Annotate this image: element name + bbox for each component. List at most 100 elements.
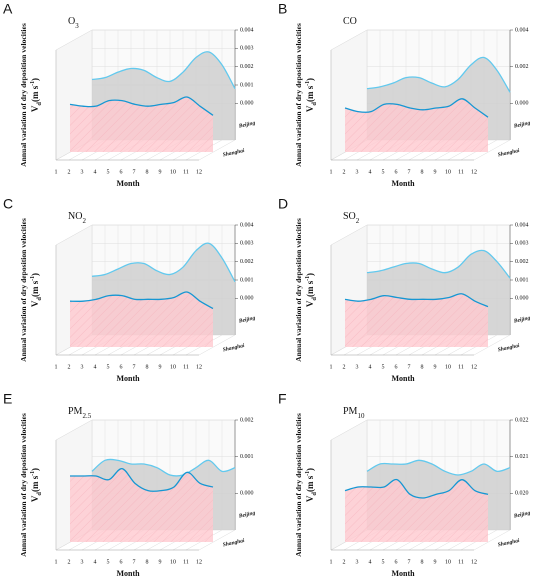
text-part: V xyxy=(305,495,315,502)
text-part: 10 xyxy=(357,412,365,420)
text-part: CO xyxy=(343,16,357,27)
text-part: -1 xyxy=(305,471,311,476)
series-line xyxy=(69,468,214,493)
text-part: (m s xyxy=(305,475,315,492)
y-axis-label: Annual variation of dry deposition veloc… xyxy=(294,23,303,167)
z-tick-label: 0.003 xyxy=(515,241,529,247)
x-axis-label: Month xyxy=(391,179,415,188)
text-part: -1 xyxy=(30,81,36,86)
floor-grid xyxy=(198,139,236,161)
text-part: 2 xyxy=(356,217,360,225)
hatch xyxy=(70,468,213,542)
panel-title: NO2 xyxy=(68,211,86,224)
z-axis-label: Vd(m s-1) xyxy=(30,78,43,112)
x-tick-label: 11 xyxy=(183,169,189,175)
x-tick-label: 2 xyxy=(343,169,346,175)
depth-label: Beijing xyxy=(237,315,256,325)
series-line xyxy=(91,242,236,283)
text-part: -1 xyxy=(305,81,311,86)
text-part: d xyxy=(36,102,43,106)
text-part: -1 xyxy=(30,471,36,476)
depth-label: Beijing xyxy=(237,510,256,520)
panel-title: CO xyxy=(343,16,357,27)
x-tick-label: 3 xyxy=(356,559,359,565)
x-tick-label: 10 xyxy=(170,559,176,565)
x-tick-label: 12 xyxy=(471,169,477,175)
x-tick-label: 9 xyxy=(434,364,437,370)
z-tick-label: 0.020 xyxy=(515,491,529,497)
series-line xyxy=(91,51,236,89)
z-tick-label: 0.001 xyxy=(240,454,254,460)
z-tick-label: 0.022 xyxy=(515,417,529,423)
x-tick-label: 8 xyxy=(146,364,149,370)
text-part: (m s xyxy=(30,85,40,102)
z-tick-label: 0.002 xyxy=(515,259,529,265)
z-tick-label: 0.004 xyxy=(240,27,254,33)
x-tick-label: 2 xyxy=(68,364,71,370)
z-tick-label: 0.002 xyxy=(515,64,529,70)
floor-grid xyxy=(473,334,511,356)
series-line xyxy=(69,291,214,310)
x-tick-label: 4 xyxy=(94,169,97,175)
z-tick-label: 0.002 xyxy=(240,417,254,423)
z-tick-label: 0.000 xyxy=(240,101,254,107)
x-tick-label: 5 xyxy=(382,559,385,565)
x-tick-label: 4 xyxy=(94,559,97,565)
x-tick-label: 7 xyxy=(133,364,136,370)
z-tick-label: 0.000 xyxy=(515,296,529,302)
text-part: (m s xyxy=(30,280,40,297)
x-tick-label: 11 xyxy=(183,364,189,370)
x-tick-label: 7 xyxy=(408,364,411,370)
hatch xyxy=(345,479,488,542)
text-part: PM xyxy=(343,406,358,417)
x-tick-label: 5 xyxy=(382,364,385,370)
text-part: (m s xyxy=(305,85,315,102)
x-tick-label: 12 xyxy=(471,364,477,370)
x-tick-label: 4 xyxy=(369,559,372,565)
z-tick-label: 0.000 xyxy=(240,296,254,302)
panel-title: PM2.5 xyxy=(68,406,92,419)
x-tick-label: 6 xyxy=(395,169,398,175)
series-line xyxy=(91,458,236,477)
text-part: V xyxy=(305,300,315,307)
x-tick-label: 10 xyxy=(445,559,451,565)
text-part: d xyxy=(36,297,43,301)
text-part: -1 xyxy=(305,276,311,281)
x-tick-label: 2 xyxy=(68,559,71,565)
hatch xyxy=(345,98,488,152)
x-tick-label: 1 xyxy=(55,169,58,175)
depth-label: Shanghai xyxy=(497,538,520,549)
x-tick-label: 6 xyxy=(120,364,123,370)
panel-letter: E xyxy=(3,391,12,407)
z-axis-label: Vd(m s-1) xyxy=(30,273,43,307)
text-part: d xyxy=(311,102,318,106)
hatch xyxy=(70,96,213,152)
x-tick-label: 6 xyxy=(395,559,398,565)
panel-letter: C xyxy=(3,196,13,212)
depth-label: Beijing xyxy=(512,315,531,325)
text-part: PM xyxy=(68,406,83,417)
text-part: V xyxy=(30,105,40,112)
panel-title: O3 xyxy=(68,16,79,29)
x-tick-label: 9 xyxy=(159,364,162,370)
series-line xyxy=(366,459,511,476)
text-part: ) xyxy=(30,273,40,276)
z-axis-label: Vd(m s-1) xyxy=(305,273,318,307)
series-line xyxy=(344,478,489,499)
x-tick-label: 4 xyxy=(94,364,97,370)
x-axis-label: Month xyxy=(391,569,415,578)
x-tick-label: 3 xyxy=(81,559,84,565)
panel: 1 2 3 4 5 6 7 8 9 10 11 120.0000.0020.004BeijingSha… xyxy=(278,1,531,188)
series-line xyxy=(69,96,214,116)
z-tick-label: 0.004 xyxy=(240,222,254,228)
text-part: V xyxy=(305,105,315,112)
y-axis-label: Annual variation of dry deposition veloc… xyxy=(294,218,303,362)
x-tick-label: 1 xyxy=(330,169,333,175)
text-part: ) xyxy=(30,78,40,81)
x-tick-label: 12 xyxy=(196,169,202,175)
hatch xyxy=(345,293,488,347)
panel-title: SO2 xyxy=(343,211,360,224)
y-axis-label: Annual variation of dry deposition veloc… xyxy=(19,413,28,557)
hatch xyxy=(70,291,213,347)
